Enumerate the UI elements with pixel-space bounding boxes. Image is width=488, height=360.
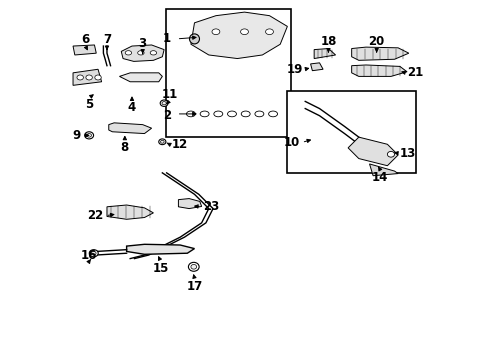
Text: 19: 19 xyxy=(286,63,303,76)
Ellipse shape xyxy=(159,139,165,145)
Text: 2: 2 xyxy=(163,109,171,122)
Ellipse shape xyxy=(212,29,220,35)
Ellipse shape xyxy=(227,111,236,117)
Text: 12: 12 xyxy=(171,138,187,151)
Text: 10: 10 xyxy=(283,136,299,149)
Bar xyxy=(287,91,415,173)
Polygon shape xyxy=(73,45,96,55)
Ellipse shape xyxy=(77,75,83,80)
Text: 5: 5 xyxy=(85,98,93,111)
Ellipse shape xyxy=(188,262,199,271)
Text: 23: 23 xyxy=(203,200,219,213)
Text: 17: 17 xyxy=(186,280,202,293)
Ellipse shape xyxy=(186,111,195,117)
Polygon shape xyxy=(313,49,335,59)
Ellipse shape xyxy=(190,265,196,269)
Ellipse shape xyxy=(84,132,93,139)
Ellipse shape xyxy=(89,249,98,257)
Polygon shape xyxy=(73,69,102,85)
Text: 18: 18 xyxy=(320,35,336,48)
Polygon shape xyxy=(121,45,164,62)
Polygon shape xyxy=(310,63,323,71)
Text: 16: 16 xyxy=(81,249,97,262)
Polygon shape xyxy=(190,12,287,59)
Ellipse shape xyxy=(160,140,164,143)
Ellipse shape xyxy=(160,100,168,107)
Text: 4: 4 xyxy=(127,102,136,114)
Text: 1: 1 xyxy=(163,32,171,45)
Bar xyxy=(165,9,290,137)
Text: 15: 15 xyxy=(152,262,168,275)
Ellipse shape xyxy=(189,34,199,44)
Polygon shape xyxy=(178,199,201,208)
Ellipse shape xyxy=(125,51,131,55)
Ellipse shape xyxy=(213,111,223,117)
Ellipse shape xyxy=(240,29,248,35)
Ellipse shape xyxy=(95,75,101,80)
Ellipse shape xyxy=(265,29,273,35)
Polygon shape xyxy=(351,47,408,60)
Polygon shape xyxy=(119,73,162,82)
Polygon shape xyxy=(347,137,397,166)
Polygon shape xyxy=(107,205,153,219)
Ellipse shape xyxy=(268,111,277,117)
Text: 11: 11 xyxy=(161,89,177,102)
Text: 7: 7 xyxy=(102,33,111,46)
Ellipse shape xyxy=(86,75,92,80)
Ellipse shape xyxy=(200,111,209,117)
Ellipse shape xyxy=(150,51,156,55)
Ellipse shape xyxy=(241,111,250,117)
Polygon shape xyxy=(108,123,151,134)
Text: 14: 14 xyxy=(371,171,387,184)
Polygon shape xyxy=(126,244,194,254)
Text: 20: 20 xyxy=(368,35,384,48)
Polygon shape xyxy=(351,65,406,76)
Text: 8: 8 xyxy=(121,141,129,154)
Text: 13: 13 xyxy=(399,147,415,160)
Ellipse shape xyxy=(86,134,91,137)
Text: 21: 21 xyxy=(406,66,423,79)
Text: 22: 22 xyxy=(87,209,103,222)
Polygon shape xyxy=(369,164,397,176)
Text: 9: 9 xyxy=(72,129,80,142)
Ellipse shape xyxy=(138,51,144,55)
Ellipse shape xyxy=(386,152,394,157)
Text: 6: 6 xyxy=(81,33,89,46)
Ellipse shape xyxy=(91,251,96,255)
Ellipse shape xyxy=(254,111,264,117)
Ellipse shape xyxy=(162,102,166,105)
Text: 3: 3 xyxy=(138,37,146,50)
